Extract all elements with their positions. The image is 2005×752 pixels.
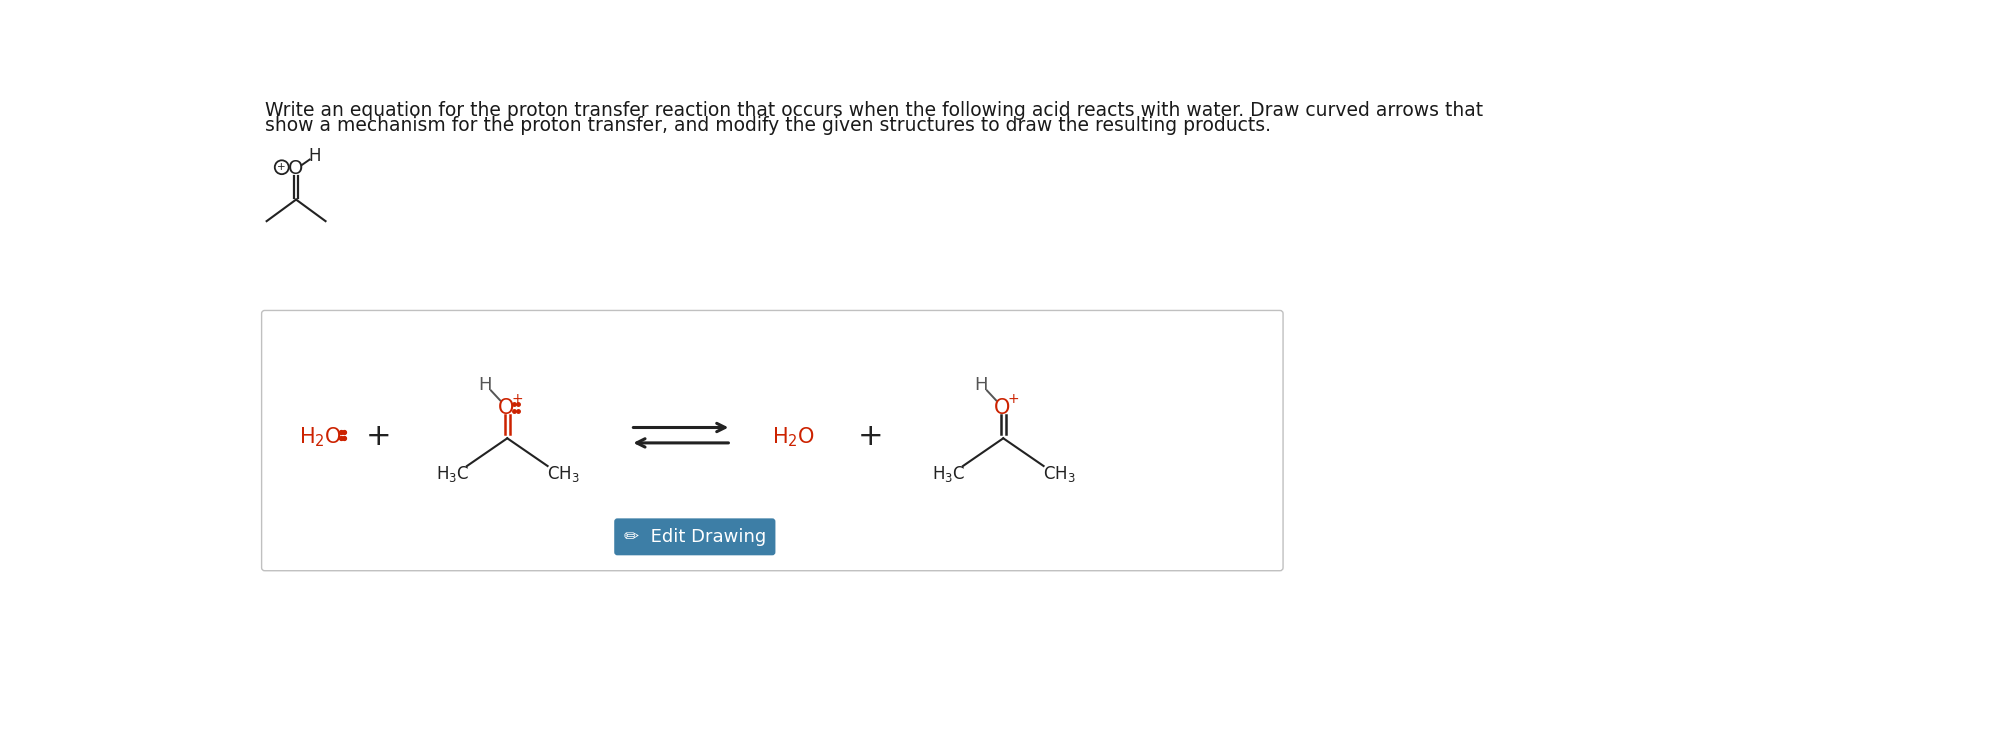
Text: H$_2$O: H$_2$O [299,425,343,448]
Text: H: H [309,147,321,165]
Text: O: O [289,159,303,178]
Text: +: + [511,392,523,406]
Text: O: O [497,399,515,418]
Text: H: H [477,376,491,394]
Text: Write an equation for the proton transfer reaction that occurs when the followin: Write an equation for the proton transfe… [265,101,1482,120]
Text: CH$_3$: CH$_3$ [1043,464,1075,484]
FancyBboxPatch shape [614,518,776,555]
FancyBboxPatch shape [261,311,1283,571]
Text: CH$_3$: CH$_3$ [547,464,579,484]
Text: O: O [994,399,1011,418]
Text: ✏  Edit Drawing: ✏ Edit Drawing [624,528,766,546]
Text: H$_2$O: H$_2$O [772,425,814,448]
Text: +: + [365,422,391,451]
Text: H$_3$C: H$_3$C [932,464,964,484]
Text: H: H [974,376,986,394]
Text: +: + [1007,392,1019,406]
Text: H$_3$C: H$_3$C [437,464,469,484]
Text: +: + [858,422,882,451]
Text: show a mechanism for the proton transfer, and modify the given structures to dra: show a mechanism for the proton transfer… [265,117,1269,135]
Text: +: + [277,162,287,172]
